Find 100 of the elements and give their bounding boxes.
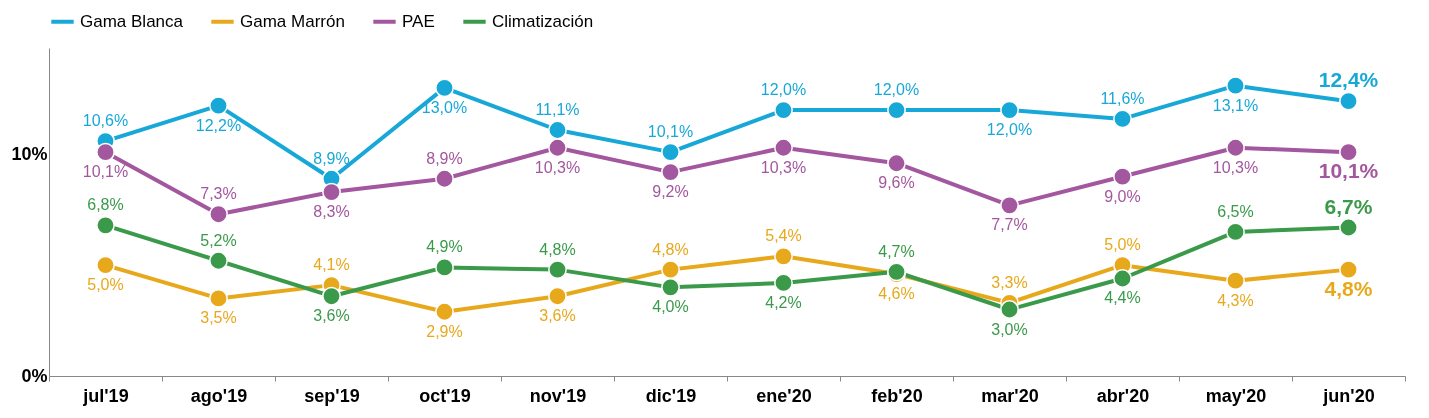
y-tick-label: 10% — [11, 143, 48, 164]
data-label: 12,0% — [760, 81, 807, 99]
point — [1000, 300, 1019, 319]
x-tick-label: may'20 — [1205, 385, 1267, 406]
point — [548, 120, 567, 140]
point — [661, 142, 680, 162]
data-label: 12,0% — [986, 121, 1033, 139]
data-label: 5,0% — [87, 276, 124, 294]
point — [548, 138, 567, 158]
point — [209, 96, 228, 116]
point — [1339, 142, 1358, 162]
point — [1339, 218, 1358, 237]
data-label: 3,6% — [539, 307, 576, 325]
data-label: 4,4% — [1104, 289, 1141, 307]
data-label: 4,8% — [1324, 276, 1373, 300]
point — [1113, 269, 1132, 288]
point — [1226, 76, 1245, 96]
data-label: 3,3% — [991, 273, 1028, 291]
data-label: 4,8% — [652, 240, 689, 258]
data-label: 6,8% — [87, 196, 124, 214]
point — [96, 215, 115, 235]
point — [209, 289, 228, 308]
x-tick-label: sep'19 — [304, 385, 360, 406]
point — [661, 277, 680, 297]
data-label: 10,1% — [647, 123, 694, 141]
point — [322, 286, 341, 306]
data-label: 4,9% — [426, 238, 463, 256]
data-label: 11,6% — [1100, 89, 1145, 107]
point — [774, 138, 793, 158]
data-label: 10,1% — [1318, 159, 1379, 183]
y-tick-label: 0% — [21, 365, 48, 386]
point — [1113, 167, 1132, 186]
point — [1339, 91, 1358, 111]
data-label: 9,2% — [652, 183, 689, 201]
point — [774, 246, 793, 266]
data-label: 6,7% — [1324, 194, 1373, 218]
point — [209, 204, 228, 224]
point — [435, 78, 454, 98]
data-label: 9,6% — [878, 174, 915, 192]
data-label: 10,6% — [82, 112, 129, 130]
point — [1226, 138, 1245, 158]
point — [774, 100, 793, 120]
point — [548, 260, 567, 280]
point — [1000, 100, 1019, 120]
legend-label: Climatización — [492, 11, 594, 31]
data-label: 4,8% — [539, 240, 576, 258]
point — [1000, 195, 1019, 215]
point — [96, 142, 115, 162]
point — [887, 153, 906, 173]
data-label: 7,3% — [200, 185, 237, 203]
data-label: 5,0% — [1104, 236, 1141, 254]
x-tick-label: oct'19 — [419, 385, 471, 406]
data-label: 11,1% — [535, 101, 580, 118]
point — [322, 182, 341, 202]
data-label: 12,2% — [195, 116, 242, 134]
legend-label: Gama Blanca — [80, 11, 184, 31]
data-label: 4,0% — [652, 298, 689, 316]
point — [548, 286, 567, 306]
data-label: 3,6% — [313, 307, 350, 325]
data-label: 3,0% — [991, 320, 1028, 338]
x-tick-label: ene'20 — [756, 385, 812, 406]
point — [661, 162, 680, 182]
legend-label: Gama Marrón — [240, 11, 345, 31]
data-label: 4,7% — [878, 242, 915, 260]
x-tick-label: jun'20 — [1322, 385, 1375, 406]
point — [435, 258, 454, 277]
point — [774, 273, 793, 293]
point — [1226, 222, 1245, 242]
point — [1113, 109, 1132, 129]
point — [887, 100, 906, 120]
data-label: 10,3% — [760, 158, 807, 176]
data-label: 4,3% — [1217, 291, 1254, 309]
data-label: 4,6% — [878, 285, 915, 303]
legend-label: PAE — [402, 11, 435, 31]
x-tick-label: mar'20 — [981, 385, 1039, 406]
point — [209, 251, 228, 271]
data-label: 10,3% — [534, 158, 581, 176]
x-tick-label: nov'19 — [529, 385, 587, 406]
data-label: 8,9% — [313, 149, 350, 167]
x-tick-label: dic'19 — [645, 385, 697, 406]
data-label: 10,3% — [1212, 158, 1259, 176]
data-label: 13,1% — [1212, 96, 1259, 114]
data-label: 5,2% — [200, 231, 237, 249]
x-tick-label: ago'19 — [190, 385, 248, 406]
x-tick-label: abr'20 — [1096, 385, 1150, 406]
data-label: 4,2% — [765, 293, 802, 311]
data-label: 6,5% — [1217, 202, 1254, 220]
data-label: 12,4% — [1318, 68, 1379, 92]
x-tick-label: feb'20 — [871, 385, 923, 406]
data-label: 8,9% — [426, 149, 463, 167]
point — [1339, 260, 1358, 280]
point — [435, 169, 454, 189]
point — [1226, 271, 1245, 291]
point — [661, 260, 680, 280]
data-label: 5,4% — [765, 227, 802, 245]
data-label: 7,7% — [991, 216, 1028, 234]
data-label: 2,9% — [426, 322, 463, 340]
data-label: 10,1% — [82, 163, 129, 181]
x-tick-label: jul'19 — [82, 385, 129, 406]
data-label: 4,1% — [313, 256, 350, 274]
